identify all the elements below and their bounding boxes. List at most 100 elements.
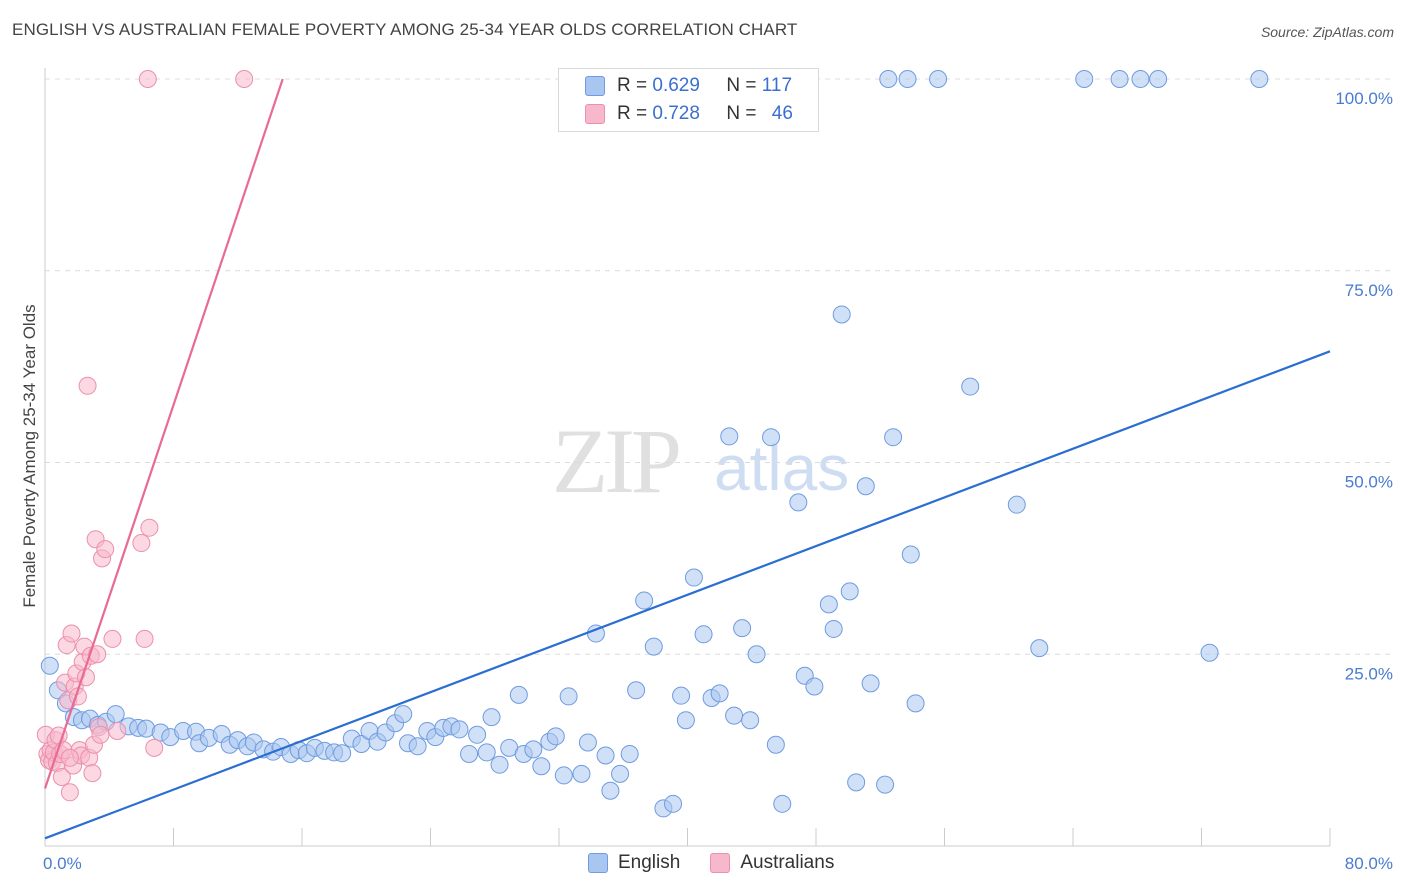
english-point <box>1149 70 1168 88</box>
australians-point <box>62 624 81 643</box>
english-point <box>876 775 895 794</box>
english-point <box>884 428 903 447</box>
legend-item-english[interactable]: English <box>588 852 680 874</box>
english-point <box>856 477 875 496</box>
gridlines <box>45 78 1392 655</box>
english-point <box>509 685 528 704</box>
australians-r-value: 0.728 <box>652 103 700 124</box>
australians-r-label: R = <box>617 103 653 124</box>
australians-point <box>60 783 79 802</box>
english-point <box>847 773 866 792</box>
source-label: Source: ZipAtlas.com <box>1260 24 1394 40</box>
english-point <box>394 705 413 724</box>
english-r-label: R = <box>617 75 653 96</box>
english-point <box>906 694 925 713</box>
watermark-zip: ZIP <box>552 410 679 512</box>
australians-point <box>140 518 159 537</box>
english-point <box>819 595 838 614</box>
australians-point <box>78 376 97 395</box>
australians-point <box>235 70 254 88</box>
tick-labels: 25.0% 50.0% 75.0% 100.0% 0.0% 80.0% <box>43 89 1393 873</box>
english-point <box>1075 70 1094 88</box>
correlation-legend: R = 0.629 N = 117 R = 0.728 N = 46 <box>558 68 819 132</box>
english-points <box>40 70 1269 818</box>
english-point <box>747 645 766 664</box>
australians-point <box>83 764 102 783</box>
english-point <box>1250 70 1269 88</box>
english-point <box>664 794 683 813</box>
english-point <box>578 733 597 752</box>
english-trend-line <box>44 350 1331 840</box>
english-point <box>635 591 654 610</box>
english-point <box>824 619 843 638</box>
english-n-label: N = <box>726 75 762 96</box>
english-point <box>450 720 469 739</box>
english-point <box>627 681 646 700</box>
english-point <box>773 794 792 813</box>
english-point <box>546 727 565 746</box>
english-point <box>720 427 739 446</box>
axes <box>44 68 1331 847</box>
english-point <box>468 725 487 744</box>
australians-points <box>36 70 254 802</box>
legend-row-australians: R = 0.728 N = 46 <box>585 102 793 126</box>
australians-trend-line <box>43 78 284 789</box>
english-point <box>733 619 752 638</box>
english-point <box>596 746 615 765</box>
legend-item-australians[interactable]: Australians <box>710 852 834 874</box>
english-point <box>601 781 620 800</box>
english-legend-label: English <box>618 852 681 873</box>
english-point <box>1030 639 1049 658</box>
english-r-value: 0.629 <box>652 75 700 96</box>
english-point <box>1007 495 1026 514</box>
english-point <box>559 687 578 706</box>
y-tick-label: 50.0% <box>1345 473 1393 492</box>
australians-point <box>145 738 164 757</box>
english-point <box>840 582 859 601</box>
english-point <box>961 377 980 396</box>
australians-point <box>103 629 122 648</box>
english-point <box>929 70 948 88</box>
english-point <box>482 708 501 727</box>
english-point <box>40 656 59 675</box>
legend-row-english: R = 0.629 N = 117 <box>585 74 792 98</box>
english-point <box>861 674 880 693</box>
australians-point <box>135 629 154 648</box>
australians-n-label: N = <box>726 103 762 124</box>
english-point <box>710 684 729 703</box>
english-point <box>1110 70 1129 88</box>
english-legend-swatch <box>588 853 608 873</box>
trend-lines <box>43 78 1331 840</box>
chart-title: ENGLISH VS AUSTRALIAN FEMALE POVERTY AMO… <box>12 20 798 39</box>
y-tick-label: 75.0% <box>1345 281 1393 300</box>
english-point <box>490 755 509 774</box>
english-point <box>554 766 573 785</box>
english-point <box>694 625 713 644</box>
english-point <box>611 764 630 783</box>
australians-point <box>88 645 107 664</box>
australians-legend-swatch <box>710 853 731 873</box>
english-point <box>805 677 824 696</box>
australians-point <box>138 70 157 88</box>
australians-n-value: 46 <box>771 103 793 124</box>
english-point <box>901 545 920 564</box>
english-point <box>532 757 551 776</box>
english-point <box>684 568 703 587</box>
english-point <box>106 705 125 724</box>
series-legend: English Australians <box>588 852 864 874</box>
english-point <box>460 744 479 763</box>
y-tick-label: 100.0% <box>1335 89 1393 108</box>
watermark: ZIP atlas <box>552 410 849 512</box>
australians-point <box>52 767 71 786</box>
australians-point <box>108 721 127 740</box>
x-tick-label: 80.0% <box>1345 854 1393 873</box>
english-point <box>524 740 543 759</box>
australians-swatch <box>585 104 605 124</box>
english-point <box>898 70 917 88</box>
x-tick-label: 0.0% <box>43 854 82 873</box>
watermark-atlas: atlas <box>714 432 849 504</box>
english-point <box>741 711 760 730</box>
english-point <box>672 686 691 705</box>
english-swatch <box>585 76 605 96</box>
